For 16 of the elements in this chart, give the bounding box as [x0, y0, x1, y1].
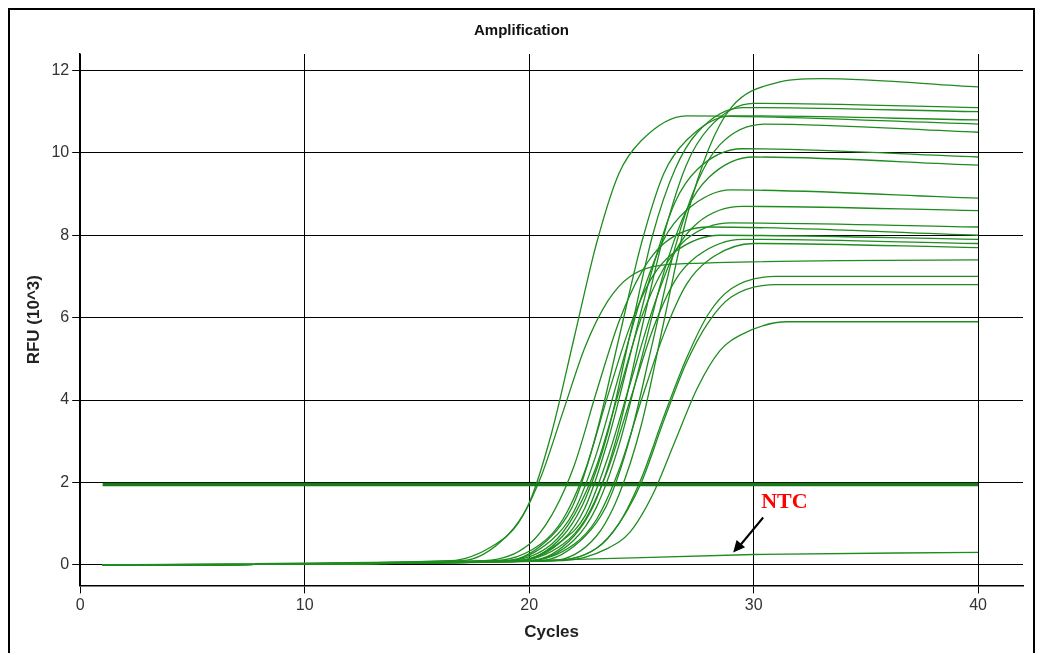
chart-title: Amplification [473, 21, 570, 39]
x-tick-label: 0 [75, 596, 85, 614]
x-tick-label: 20 [520, 596, 539, 614]
x-tick-label: 40 [969, 596, 988, 614]
y-tick-label: 8 [60, 225, 70, 243]
annotation: NTC [761, 488, 808, 514]
y-tick-label: 12 [51, 60, 70, 78]
y-tick-label: 2 [60, 472, 70, 490]
x-axis-title: Cycles [524, 622, 580, 642]
x-tick-label: 30 [744, 596, 763, 614]
y-tick-label: 10 [51, 143, 70, 161]
y-tick-label: 4 [60, 390, 70, 408]
y-tick-label: 0 [60, 555, 70, 573]
y-tick-label: 6 [60, 308, 70, 326]
y-axis-title: RFU (10^3) [23, 275, 43, 365]
x-tick-label: 10 [295, 596, 314, 614]
